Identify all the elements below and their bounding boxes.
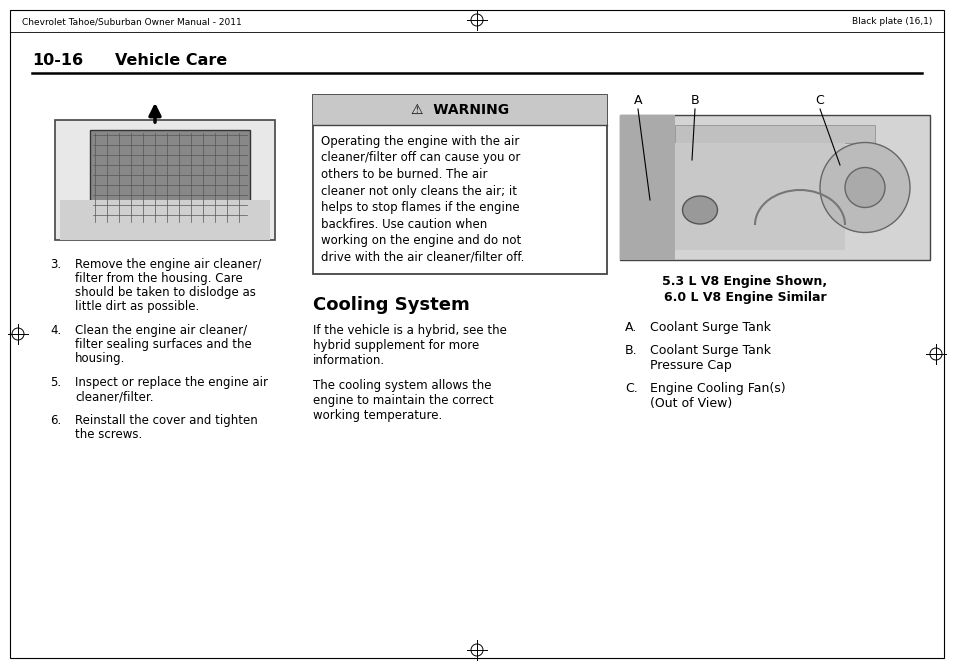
Circle shape	[844, 168, 884, 208]
Text: B.: B.	[624, 344, 637, 357]
Text: Chevrolet Tahoe/Suburban Owner Manual - 2011: Chevrolet Tahoe/Suburban Owner Manual - …	[22, 17, 241, 27]
Text: others to be burned. The air: others to be burned. The air	[320, 168, 487, 181]
Text: helps to stop flames if the engine: helps to stop flames if the engine	[320, 201, 519, 214]
Text: working on the engine and do not: working on the engine and do not	[320, 234, 520, 247]
Text: working temperature.: working temperature.	[313, 409, 442, 422]
Text: Vehicle Care: Vehicle Care	[115, 53, 227, 68]
Text: Cooling System: Cooling System	[313, 296, 469, 314]
Text: 3.: 3.	[50, 258, 61, 271]
Text: the screws.: the screws.	[75, 428, 142, 441]
Text: Coolant Surge Tank: Coolant Surge Tank	[649, 321, 770, 334]
Bar	[313, 95, 606, 125]
Text: filter sealing surfaces and the: filter sealing surfaces and the	[75, 338, 252, 351]
Bar	[675, 125, 874, 143]
Text: 5.3 L V8 Engine Shown,: 5.3 L V8 Engine Shown,	[661, 275, 826, 288]
Text: C.: C.	[624, 382, 638, 395]
Text: Pressure Cap: Pressure Cap	[649, 359, 731, 372]
Text: C: C	[815, 94, 823, 107]
Text: should be taken to dislodge as: should be taken to dislodge as	[75, 286, 255, 299]
Text: If the vehicle is a hybrid, see the: If the vehicle is a hybrid, see the	[313, 324, 506, 337]
Text: information.: information.	[313, 354, 385, 367]
Bar	[60, 200, 270, 240]
Text: A.: A.	[624, 321, 637, 334]
Bar	[619, 115, 929, 260]
Text: Clean the engine air cleaner/: Clean the engine air cleaner/	[75, 324, 247, 337]
Text: B: B	[690, 94, 699, 107]
Text: 10-16: 10-16	[32, 53, 83, 68]
Text: cleaner/filter off can cause you or: cleaner/filter off can cause you or	[320, 152, 519, 164]
Text: The cooling system allows the: The cooling system allows the	[313, 379, 491, 392]
Bar	[619, 115, 675, 260]
Text: little dirt as possible.: little dirt as possible.	[75, 300, 199, 313]
Text: cleaner not only cleans the air; it: cleaner not only cleans the air; it	[320, 184, 517, 198]
Text: cleaner/filter.: cleaner/filter.	[75, 390, 153, 403]
Ellipse shape	[681, 196, 717, 224]
FancyBboxPatch shape	[55, 120, 274, 240]
Text: 5.: 5.	[50, 376, 61, 389]
Bar	[90, 130, 250, 225]
Text: housing.: housing.	[75, 352, 125, 365]
Text: backfires. Use caution when: backfires. Use caution when	[320, 218, 487, 230]
Text: engine to maintain the correct: engine to maintain the correct	[313, 394, 493, 407]
Text: Remove the engine air cleaner/: Remove the engine air cleaner/	[75, 258, 261, 271]
Text: Coolant Surge Tank: Coolant Surge Tank	[649, 344, 770, 357]
Circle shape	[820, 142, 909, 232]
Text: Engine Cooling Fan(s): Engine Cooling Fan(s)	[649, 382, 785, 395]
Text: 6.0 L V8 Engine Similar: 6.0 L V8 Engine Similar	[663, 291, 825, 304]
Text: ⚠  WARNING: ⚠ WARNING	[411, 103, 509, 117]
Text: Black plate (16,1): Black plate (16,1)	[851, 17, 931, 27]
Text: Inspect or replace the engine air: Inspect or replace the engine air	[75, 376, 268, 389]
Bar	[675, 143, 844, 250]
Bar	[313, 95, 606, 274]
Text: 6.: 6.	[50, 414, 61, 427]
Text: 4.: 4.	[50, 324, 61, 337]
Text: filter from the housing. Care: filter from the housing. Care	[75, 272, 242, 285]
Text: hybrid supplement for more: hybrid supplement for more	[313, 339, 478, 352]
Text: (Out of View): (Out of View)	[649, 397, 732, 410]
Text: Reinstall the cover and tighten: Reinstall the cover and tighten	[75, 414, 257, 427]
Text: A: A	[633, 94, 641, 107]
Text: drive with the air cleaner/filter off.: drive with the air cleaner/filter off.	[320, 250, 524, 263]
Text: Operating the engine with the air: Operating the engine with the air	[320, 135, 518, 148]
